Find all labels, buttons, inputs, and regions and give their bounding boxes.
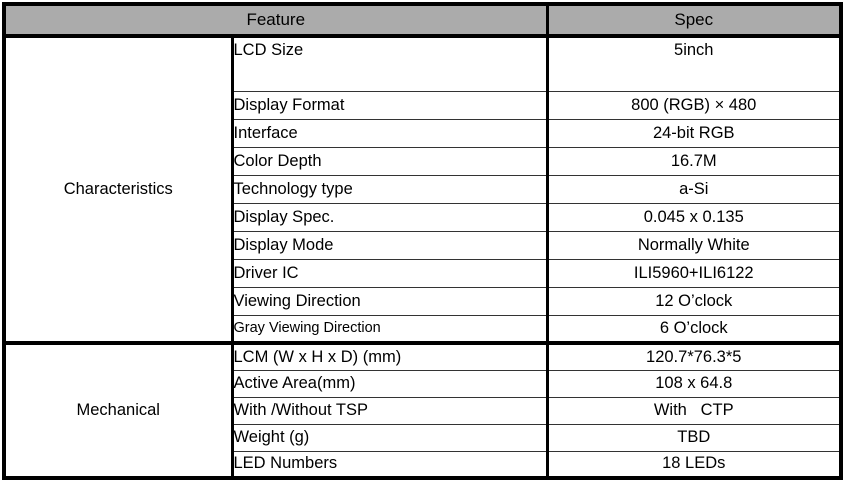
spec-value-cell: With CTP [545, 396, 842, 425]
group-cell-mechanical: Mechanical [3, 341, 233, 479]
spec-table: Feature Spec Characteristics LCD Size 5i… [2, 2, 843, 480]
spec-value-cell: a-Si [545, 174, 842, 204]
spec-value-cell: 18 LEDs [545, 450, 842, 479]
header-spec: Spec [545, 3, 842, 38]
table-row: Driver IC ILI5960+ILI6122 [4, 258, 842, 288]
feature-label-cell: LED Numbers [230, 450, 548, 479]
feature-label-cell: LCD Size [230, 34, 548, 92]
feature-label-cell: Display Spec. [230, 202, 548, 232]
table-row: Technology type a-Si [4, 174, 842, 204]
spec-value-cell: 800 (RGB) × 480 [545, 90, 842, 120]
spec-value-cell: 6 O’clock [545, 314, 842, 344]
feature-label-cell: Color Depth [230, 146, 548, 176]
feature-label-cell: Weight (g) [230, 423, 548, 452]
feature-label-cell: With /Without TSP [230, 396, 548, 425]
spec-value-cell: 12 O’clock [545, 286, 842, 316]
table-row: Weight (g) TBD [4, 423, 842, 452]
table-row: Gray Viewing Direction 6 O’clock [4, 314, 842, 344]
feature-label-cell: Display Format [230, 90, 548, 120]
feature-label-cell: Driver IC [230, 258, 548, 288]
spec-value-cell: 120.7*76.3*5 [545, 341, 842, 371]
spec-value-cell: 108 x 64.8 [545, 369, 842, 398]
header-feature: Feature [3, 3, 548, 38]
table-row: Active Area(mm) 108 x 64.8 [4, 369, 842, 398]
table-row: Viewing Direction 12 O’clock [4, 286, 842, 316]
spec-value-cell: 0.045 x 0.135 [545, 202, 842, 232]
table-row: Display Format 800 (RGB) × 480 [4, 90, 842, 120]
spec-value-cell: 24-bit RGB [545, 118, 842, 148]
spec-value-cell: 5inch [545, 34, 842, 92]
feature-label-cell: Interface [230, 118, 548, 148]
feature-label-cell: Active Area(mm) [230, 369, 548, 398]
feature-label-cell: LCM (W x H x D) (mm) [230, 341, 548, 371]
spec-value-cell: Normally White [545, 230, 842, 260]
table-row: Interface 24-bit RGB [4, 118, 842, 148]
table-header-row: Feature Spec [3, 3, 842, 38]
table-row: Mechanical LCM (W x H x D) (mm) 120.7*76… [3, 341, 842, 479]
feature-label-cell: Viewing Direction [230, 286, 548, 316]
table-row: With /Without TSP With CTP [4, 396, 842, 425]
feature-label-cell: Display Mode [230, 230, 548, 260]
table-row: Characteristics LCD Size 5inch [3, 34, 842, 344]
feature-label-cell: Technology type [230, 174, 548, 204]
spec-value-cell: ILI5960+ILI6122 [545, 258, 842, 288]
table-row: LED Numbers 18 LEDs [4, 450, 842, 479]
spec-value-cell: 16.7M [545, 146, 842, 176]
feature-label-cell: Gray Viewing Direction [230, 314, 548, 344]
group-cell-characteristics: Characteristics [3, 34, 233, 344]
spec-value-cell: TBD [545, 423, 842, 452]
